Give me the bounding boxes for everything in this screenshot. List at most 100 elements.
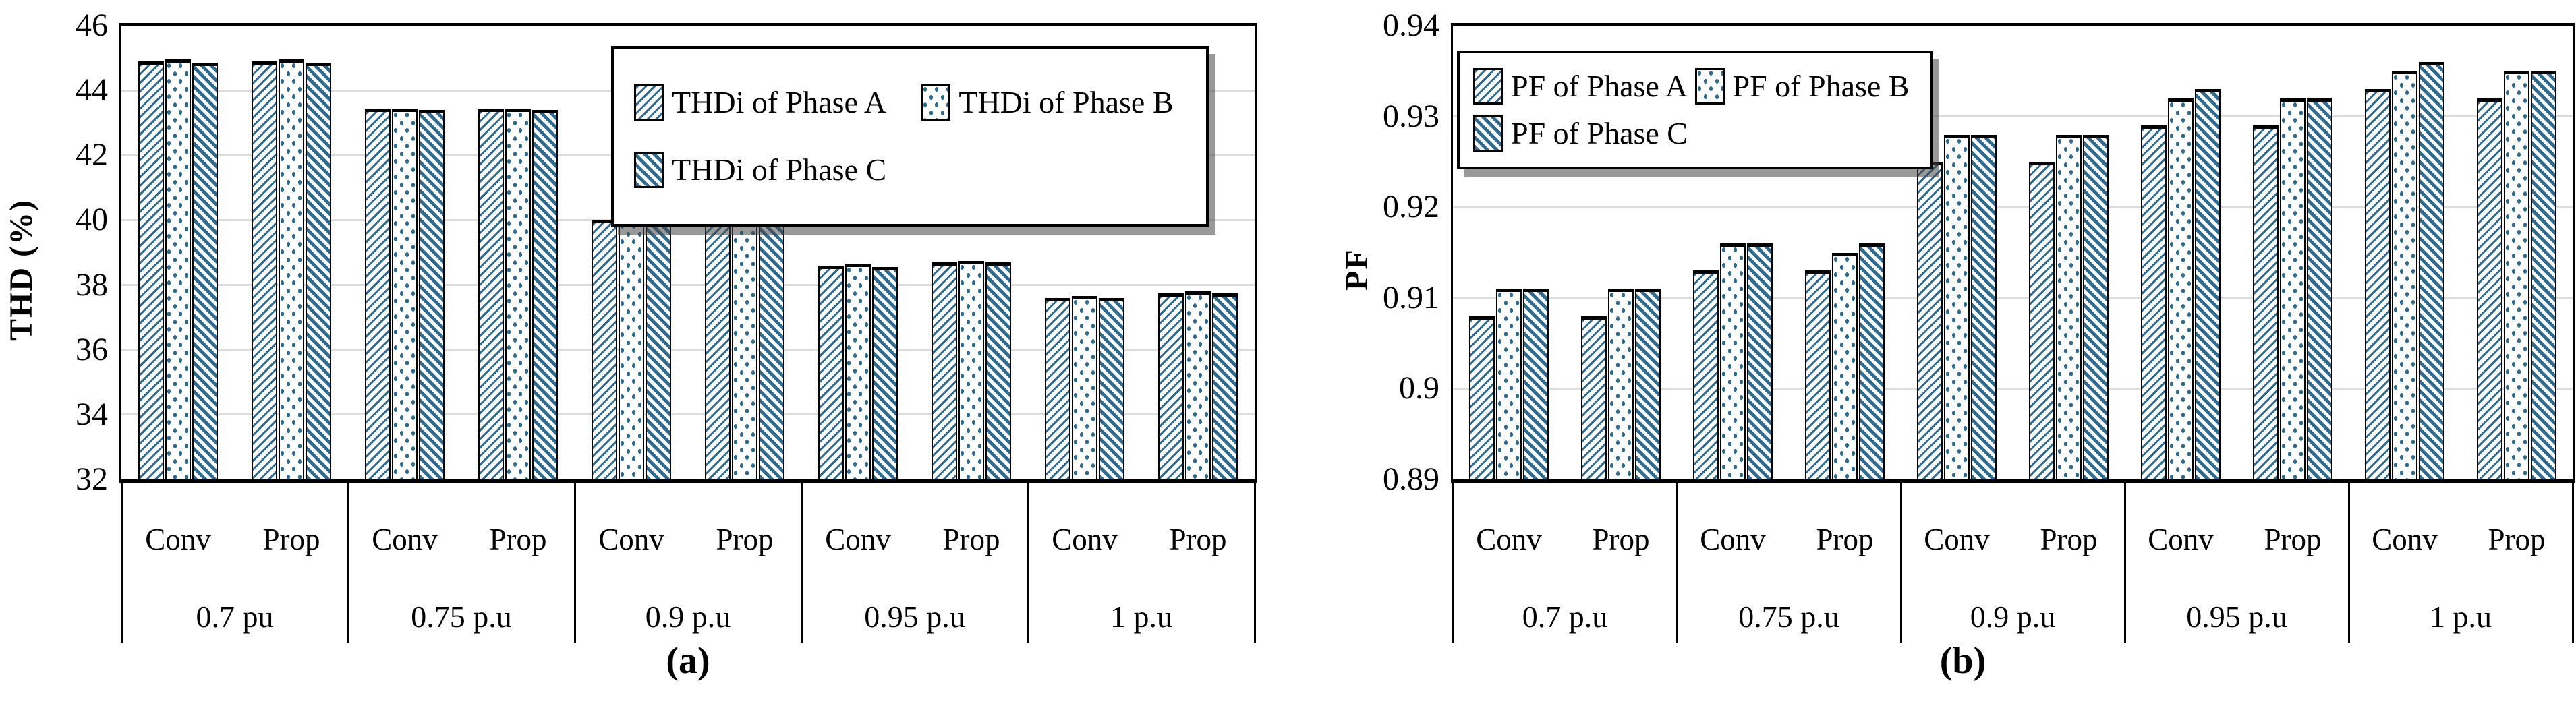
bar-prop-phase-b: [2056, 134, 2082, 481]
bar-conv-phase-a: [818, 265, 844, 481]
group-label: 0.95 p.u: [2186, 599, 2287, 634]
bar-conv-phase-c: [872, 267, 898, 481]
subgroup-label: Prop: [2040, 523, 2098, 556]
bar-conv-phase-b: [845, 264, 871, 481]
y-tick-label: 36: [76, 331, 108, 367]
group-label: 1 p.u: [2430, 599, 2492, 634]
group-separator: [1253, 479, 1256, 643]
subgroup-label: Conv: [598, 523, 664, 556]
legend-item-phase-c: THDi of Phase C: [634, 152, 921, 189]
gridline: [121, 349, 1255, 351]
group-label: 0.9 p.u: [645, 599, 731, 634]
y-axis-tick-labels: 0.94 0.93 0.92 0.91 0.9 0.89: [1288, 0, 1439, 710]
legend-label: THDi of Phase A: [672, 84, 887, 119]
bar-conv-phase-a: [1693, 270, 1719, 481]
y-tick-label: 40: [76, 202, 108, 238]
y-tick-label: 0.89: [1383, 461, 1439, 497]
bar-conv-phase-b: [2168, 98, 2194, 481]
group-separator: [1899, 479, 1902, 643]
subgroup-label: Prop: [2488, 523, 2546, 556]
bar-prop-phase-c: [759, 220, 784, 481]
legend: THDi of Phase A THDi of Phase B THDi of Ph…: [611, 46, 1209, 227]
legend-label: PF of Phase C: [1511, 116, 1688, 150]
y-tick-label: 0.9: [1399, 370, 1439, 407]
subgroup-label: Prop: [489, 523, 547, 556]
bar-prop-phase-a: [1805, 270, 1831, 481]
legend-item-phase-b: THDi of Phase B: [921, 84, 1186, 121]
bar-conv-phase-a: [592, 220, 617, 481]
bar-prop-phase-a: [2477, 98, 2502, 481]
subgroup-label: Prop: [2264, 523, 2322, 556]
bar-conv-phase-c: [2195, 89, 2221, 481]
group-label: 1 p.u: [1110, 599, 1172, 634]
y-tick-label: 38: [76, 266, 108, 303]
y-axis-tick-labels: 46 44 42 40 38 36 34 32: [0, 0, 108, 710]
bar-conv-phase-c: [1971, 134, 1997, 481]
bar-conv-phase-b: [1944, 134, 1970, 481]
subgroup-label: Conv: [1476, 523, 1542, 556]
group-separator: [120, 479, 123, 643]
bar-conv-phase-b: [165, 59, 191, 481]
legend-item-phase-a: PF of Phase A: [1473, 68, 1695, 105]
subgroup-label: Conv: [2372, 523, 2438, 556]
chart-panel-thd: THD (%) 46 44 42 40 38 36 34 32 Conv Prop 0.7 pu C…: [0, 0, 1257, 710]
bar-prop-phase-a: [2029, 161, 2055, 481]
bar-prop-phase-b: [279, 59, 304, 481]
bar-prop-phase-a: [1158, 293, 1184, 481]
y-tick-label: 0.93: [1383, 98, 1439, 134]
subgroup-label: Prop: [716, 523, 774, 556]
legend-swatch-phase-c: [1473, 115, 1503, 152]
group-separator: [2123, 479, 2126, 643]
y-tick-label: 32: [76, 461, 108, 497]
bar-prop-phase-c: [1635, 289, 1661, 481]
bar-prop-phase-c: [306, 63, 331, 481]
bar-prop-phase-c: [985, 262, 1011, 481]
bar-prop-phase-b: [2280, 98, 2306, 481]
legend-item-phase-a: THDi of Phase A: [634, 84, 921, 121]
group-separator: [1027, 479, 1029, 643]
bar-prop-phase-c: [2307, 98, 2332, 481]
bar-conv-phase-b: [1720, 243, 1746, 481]
gridline: [121, 284, 1255, 287]
bar-conv-phase-a: [365, 108, 391, 481]
bar-prop-phase-a: [478, 108, 504, 481]
gridline: [1453, 206, 2573, 208]
bar-conv-phase-c: [419, 109, 445, 481]
y-tick-label: 0.91: [1383, 279, 1439, 316]
bar-prop-phase-b: [958, 260, 984, 481]
subgroup-label: Conv: [1052, 523, 1118, 556]
bar-prop-phase-b: [1185, 291, 1211, 481]
subgroup-label: Prop: [1169, 523, 1227, 556]
group-label: 0.7 p.u: [1522, 599, 1608, 634]
bar-conv-phase-a: [1917, 161, 1943, 481]
bar-conv-phase-c: [2419, 61, 2444, 481]
bar-conv-phase-c: [1747, 243, 1773, 481]
bar-conv-phase-a: [1045, 297, 1070, 481]
bar-prop-phase-b: [2504, 71, 2529, 481]
legend-label: PF of Phase A: [1511, 69, 1688, 103]
bar-prop-phase-c: [1212, 293, 1238, 481]
subgroup-label: Conv: [1924, 523, 1990, 556]
bar-conv-phase-a: [2365, 89, 2391, 481]
caption-b: (b): [1939, 640, 1986, 682]
group-separator: [2571, 479, 2574, 643]
group-label: 0.95 p.u: [864, 599, 965, 634]
group-separator: [347, 479, 349, 643]
bar-prop-phase-a: [252, 61, 277, 481]
bar-prop-phase-a: [932, 262, 957, 481]
subgroup-label: Prop: [1816, 523, 1874, 556]
y-tick-label: 44: [76, 72, 108, 109]
subgroup-label: Prop: [1592, 523, 1650, 556]
gridline: [1453, 387, 2573, 390]
caption-a: (a): [666, 640, 710, 682]
group-label: 0.7 pu: [196, 599, 274, 634]
bar-prop-phase-a: [2253, 125, 2279, 481]
y-tick-label: 0.94: [1383, 7, 1439, 43]
legend-swatch-phase-c: [634, 152, 664, 189]
subgroup-label: Conv: [825, 523, 891, 556]
subgroup-label: Conv: [145, 523, 211, 556]
group-label: 0.75 p.u: [411, 599, 512, 634]
y-tick-label: 42: [76, 137, 108, 173]
group-separator: [1676, 479, 1678, 643]
